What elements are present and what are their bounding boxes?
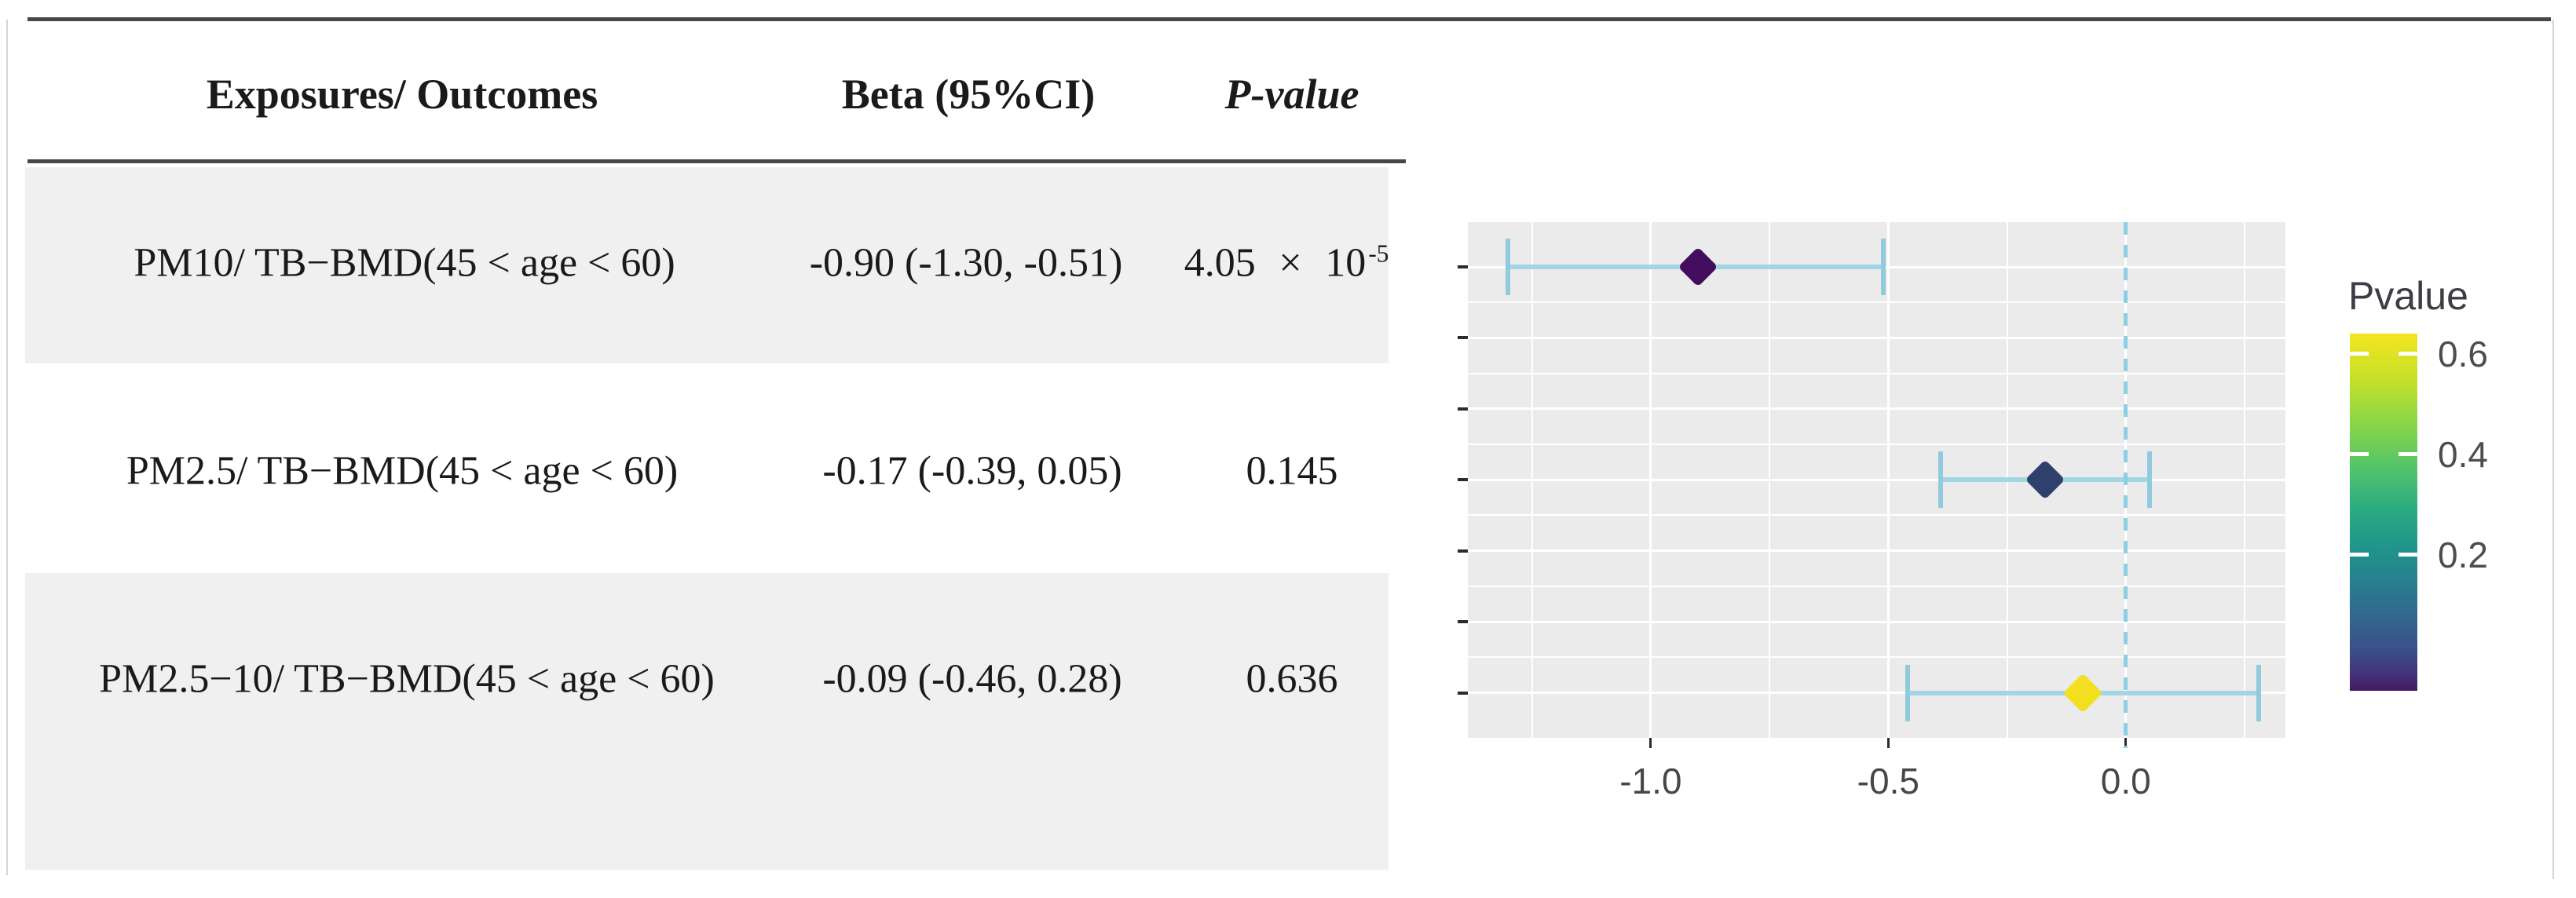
colorbar-tick-right <box>2399 452 2417 457</box>
y-axis-tick <box>1458 478 1468 482</box>
gridline-horizontal-major <box>1468 336 2285 339</box>
gridline-horizontal-major <box>1468 478 2285 481</box>
y-axis-tick <box>1458 336 1468 340</box>
colorbar-tick-left <box>2350 553 2369 557</box>
row3-exposure-outcome: PM2.5−10/ TB−BMD(45 < age < 60) <box>99 656 715 702</box>
row-stripe-1 <box>25 167 1389 363</box>
colorbar-tick-label: 0.2 <box>2438 534 2488 575</box>
column-header-p-value: P-value <box>1224 71 1359 118</box>
error-bar-cap <box>2256 664 2262 721</box>
y-axis-tick <box>1458 691 1468 695</box>
error-bar-cap <box>2147 451 2152 509</box>
row3-beta-ci: -0.09 (-0.46, 0.28) <box>822 656 1122 702</box>
pvalue-colorbar <box>2350 334 2417 691</box>
forest-plot-panel <box>1468 222 2285 738</box>
column-header-exposures-outcomes: Exposures/ Outcomes <box>206 71 598 118</box>
colorbar-tick-left <box>2350 352 2369 356</box>
top-rule <box>27 17 2551 21</box>
legend-title: Pvalue <box>2348 274 2468 318</box>
zero-reference-line <box>2124 222 2128 748</box>
row1-exposure-outcome: PM10/ TB−BMD(45 < age < 60) <box>134 240 675 286</box>
beta-point-diamond <box>2025 459 2066 500</box>
error-bar-cap <box>1905 664 1910 721</box>
gridline-horizontal-major <box>1468 692 2285 694</box>
error-bar-cap <box>1881 239 1886 295</box>
gridline-horizontal-minor <box>1468 372 2285 374</box>
error-bar-cap <box>1937 451 1943 509</box>
x-axis-tick <box>1886 738 1890 748</box>
colorbar-tick-right <box>2399 553 2417 557</box>
row2-beta-ci: -0.17 (-0.39, 0.05) <box>822 448 1122 494</box>
gridline-horizontal-major <box>1468 549 2285 553</box>
y-axis-tick <box>1458 407 1468 411</box>
y-axis-tick <box>1458 549 1468 553</box>
row1-p-value-exponent: -5 <box>1368 239 1389 268</box>
row1-p-value: 4.05 × 10-5 <box>1184 239 1389 286</box>
x-axis-tick-label: 0.0 <box>2100 761 2151 801</box>
beta-point-diamond <box>1678 246 1718 287</box>
error-bar-cap <box>1506 239 1511 295</box>
x-axis-tick-label: -1.0 <box>1619 761 1682 801</box>
gridline-horizontal-minor <box>1468 514 2285 517</box>
gridline-horizontal-minor <box>1468 444 2285 446</box>
y-axis-tick <box>1458 620 1468 624</box>
beta-point-diamond <box>2062 673 2103 713</box>
row-stripe-3 <box>25 573 1389 870</box>
x-axis-tick-label: -0.5 <box>1857 761 1919 801</box>
right-page-border <box>2552 20 2554 879</box>
gridline-horizontal-major <box>1468 407 2285 411</box>
row2-p-value: 0.145 <box>1246 448 1338 494</box>
row3-p-value: 0.636 <box>1246 656 1338 702</box>
colorbar-tick-left <box>2350 452 2369 457</box>
row1-beta-ci: -0.90 (-1.30, -0.51) <box>809 240 1123 286</box>
gridline-horizontal-minor <box>1468 656 2285 659</box>
gridline-horizontal-major <box>1468 620 2285 623</box>
colorbar-tick-label: 0.4 <box>2438 433 2488 475</box>
colorbar-tick-right <box>2399 352 2417 356</box>
gridline-horizontal-minor <box>1468 585 2285 587</box>
column-header-beta-ci: Beta (95%CI) <box>841 71 1096 118</box>
header-rule <box>27 159 1406 163</box>
left-page-border <box>6 20 8 875</box>
gridline-horizontal-minor <box>1468 301 2285 304</box>
colorbar-tick-label: 0.6 <box>2438 333 2488 374</box>
y-axis-tick <box>1458 265 1468 268</box>
x-axis-tick <box>1649 738 1652 748</box>
row2-exposure-outcome: PM2.5/ TB−BMD(45 < age < 60) <box>126 448 679 494</box>
row1-p-value-main: 4.05 × 10 <box>1184 240 1367 286</box>
